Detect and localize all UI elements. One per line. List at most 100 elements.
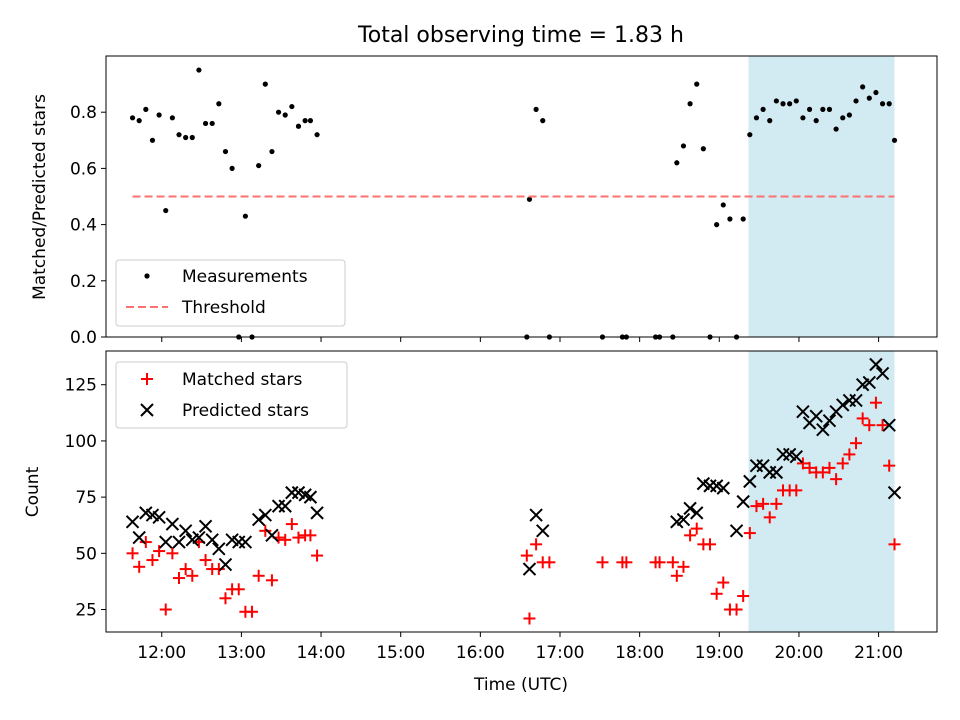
predicted-star-stroke-b — [836, 398, 850, 412]
predicted-star-point — [159, 535, 173, 549]
measurement-point — [727, 216, 733, 222]
bottom-legend: Matched stars Predicted stars — [115, 361, 348, 429]
predicted-star-stroke-b — [298, 488, 312, 502]
predicted-star-point — [178, 524, 193, 538]
matched-star-point — [684, 529, 697, 542]
predicted-star-point — [218, 557, 233, 572]
matched-star-point — [304, 529, 317, 542]
matched-star-point — [179, 563, 192, 576]
predicted-star-point — [789, 449, 803, 464]
measurement-point — [767, 118, 773, 124]
measurement-point — [143, 106, 149, 112]
predicted-star-stroke-b — [265, 528, 279, 543]
predicted-star-stroke-b — [192, 530, 206, 545]
matched-star-point — [863, 419, 876, 432]
predicted-star-point — [875, 366, 890, 381]
predicted-star-point — [310, 506, 324, 520]
matched-star-point — [737, 590, 750, 603]
matched-star-point — [620, 556, 633, 569]
top-legend-box — [115, 259, 346, 327]
predicted-star-point — [212, 542, 226, 556]
predicted-star-point — [882, 418, 896, 432]
predicted-star-stroke-b — [676, 512, 691, 527]
matched-star-point — [796, 457, 809, 470]
predicted-star-point — [205, 533, 219, 547]
legend-plus-marker — [141, 373, 153, 385]
predicted-star-stroke-b — [125, 515, 140, 529]
predicted-star-stroke-b — [729, 524, 744, 538]
matched-star-point — [743, 527, 756, 540]
bottom-ytick-label: 125 — [65, 376, 97, 396]
matched-star-point — [883, 459, 896, 472]
top-ytick-label: 0.8 — [70, 103, 97, 123]
measurement-point — [189, 134, 195, 141]
matched-star-point — [246, 605, 259, 618]
predicted-star-point — [769, 465, 784, 480]
predicted-star-point — [198, 519, 213, 534]
bottom-legend-box — [115, 361, 348, 429]
x-tick-label: 17:00 — [535, 643, 584, 663]
legend-matched-label: Matched stars — [182, 370, 302, 390]
predicted-star-stroke-b — [172, 535, 186, 549]
top-plot-area — [129, 67, 898, 340]
measurement-point — [183, 134, 189, 141]
predicted-star-stroke-b — [278, 499, 292, 513]
matched-star-point — [856, 412, 869, 425]
predicted-star-stroke-b — [205, 533, 219, 547]
predicted-star-point — [303, 490, 318, 504]
predicted-star-stroke-b — [756, 458, 770, 473]
predicted-star-stroke-b — [258, 508, 273, 522]
bottom-highlight-span — [748, 351, 895, 632]
top-ytick-label: 0.2 — [70, 272, 97, 292]
bottom-frame — [105, 350, 938, 633]
legend-measurement-marker — [144, 273, 150, 279]
x-tick-label: 12:00 — [137, 643, 186, 663]
predicted-star-stroke-b — [145, 508, 160, 522]
predicted-star-stroke-b — [887, 485, 902, 500]
predicted-star-point — [809, 409, 823, 423]
predicted-star-point — [869, 357, 883, 372]
predicted-star-stroke-b — [139, 506, 153, 520]
matched-star-point — [133, 560, 146, 573]
matched-star-point — [159, 603, 172, 616]
measurement-point — [262, 81, 268, 87]
matched-star-point — [199, 554, 212, 567]
measurement-point — [826, 106, 833, 112]
matched-star-point — [843, 448, 856, 461]
predicted-star-point — [165, 517, 180, 531]
matched-star-point — [186, 569, 199, 582]
predicted-star-point — [152, 510, 166, 525]
measurement-point — [820, 106, 826, 112]
bottom-ytick-label: 100 — [65, 432, 97, 452]
matched-star-point — [790, 484, 803, 497]
predicted-star-point — [690, 506, 704, 520]
matched-star-point — [730, 603, 743, 616]
predicted-star-stroke-b — [225, 533, 239, 547]
measurement-point — [222, 148, 229, 155]
measurement-point — [674, 160, 680, 166]
matched-star-point — [704, 538, 717, 551]
predicted-star-point — [251, 512, 266, 527]
legend-threshold-label: Threshold — [181, 298, 266, 318]
matched-star-point — [232, 583, 245, 596]
measurement-point — [289, 103, 295, 110]
top-legend: Measurements Threshold — [115, 259, 346, 327]
matched-star-point — [836, 457, 849, 470]
measurement-point — [533, 106, 539, 112]
matched-star-point — [523, 612, 536, 625]
matched-star-point — [265, 574, 278, 587]
predicted-star-stroke-b — [743, 474, 757, 489]
matched-star-point — [219, 592, 232, 605]
x-tick-label: 15:00 — [376, 643, 425, 663]
matched-star-point — [670, 569, 683, 582]
x-tick-label: 18:00 — [615, 643, 664, 663]
measurement-point — [314, 132, 320, 138]
top-frame — [105, 55, 938, 338]
measurement-point — [680, 143, 687, 149]
predicted-star-point — [816, 422, 830, 437]
measurement-point — [307, 118, 314, 124]
matched-star-point — [830, 473, 843, 486]
measurement-point — [526, 196, 533, 202]
bottom-ytick-label: 25 — [75, 601, 97, 621]
predicted-star-stroke-b — [696, 476, 711, 491]
